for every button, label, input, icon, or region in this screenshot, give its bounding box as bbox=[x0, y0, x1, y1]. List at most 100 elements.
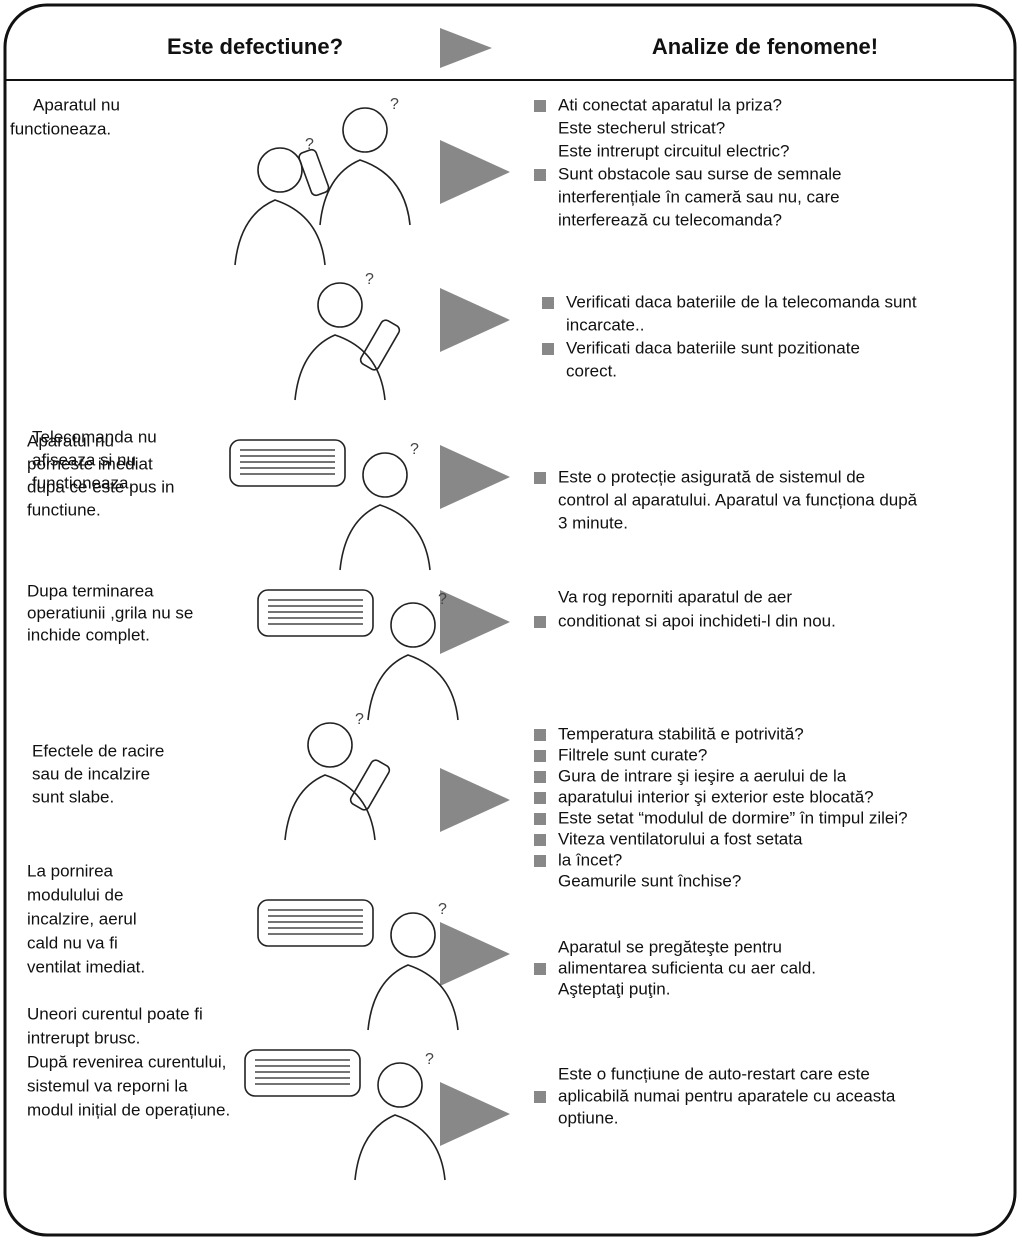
arrow bbox=[440, 445, 510, 509]
answer-text: aplicabilă numai pentru aparatele cu ace… bbox=[558, 1086, 896, 1105]
problem-text: operatiunii ,grila nu se bbox=[27, 603, 193, 622]
bullet bbox=[534, 855, 546, 867]
ac-unit bbox=[229, 439, 346, 487]
thought-sketch: ? bbox=[355, 711, 364, 728]
answer-text: alimentarea suficienta cu aer cald. bbox=[558, 958, 816, 977]
arrow bbox=[440, 768, 510, 832]
thought-sketch: ? bbox=[438, 591, 447, 608]
body-sketch bbox=[367, 964, 459, 1031]
thought-sketch: ? bbox=[390, 96, 399, 113]
answer-text: Aparatul se pregăteşte pentru bbox=[558, 937, 782, 956]
header-arrow bbox=[440, 28, 492, 68]
bullet bbox=[534, 169, 546, 181]
body-sketch bbox=[339, 504, 431, 571]
answer-text: Este o protecție asigurată de sistemul d… bbox=[558, 467, 865, 486]
bullet bbox=[534, 616, 546, 628]
bullet bbox=[534, 792, 546, 804]
bullet bbox=[534, 834, 546, 846]
ac-unit bbox=[257, 899, 374, 947]
answer-text: Temperatura stabilită e potrivită? bbox=[558, 724, 804, 743]
header-left: Este defectiune? bbox=[167, 34, 343, 59]
answer-text: 3 minute. bbox=[558, 513, 628, 532]
answer-text: Verificati daca bateriile de la telecoma… bbox=[566, 292, 917, 311]
problem-text: Uneori curentul poate fi bbox=[27, 1004, 203, 1023]
problem-text: incalzire, aerul bbox=[27, 909, 137, 928]
bullet bbox=[534, 813, 546, 825]
answer-text: Este setat “modulul de dormire” în timpu… bbox=[558, 808, 908, 827]
problem-text: dupa ce este pus in bbox=[27, 477, 174, 496]
ac-unit bbox=[244, 1049, 361, 1097]
problem-text: Dupa terminarea bbox=[27, 581, 154, 600]
answer-text: interferențiale în cameră sau nu, care bbox=[558, 187, 840, 206]
arrow bbox=[440, 288, 510, 352]
arrow bbox=[440, 590, 510, 654]
bullet bbox=[534, 729, 546, 741]
remote-sketch bbox=[349, 759, 391, 811]
bullet bbox=[534, 963, 546, 975]
answer-text: Este intrerupt circuitul electric? bbox=[558, 141, 789, 160]
thought-sketch: ? bbox=[305, 136, 314, 153]
body-sketch bbox=[284, 774, 376, 841]
arrow bbox=[440, 140, 510, 204]
body-sketch bbox=[319, 159, 411, 226]
bullet bbox=[534, 771, 546, 783]
answer-text: Ati conectat aparatul la priza? bbox=[558, 95, 782, 114]
remote-sketch bbox=[298, 148, 330, 197]
problem-text: ventilat imediat. bbox=[27, 957, 145, 976]
answer-text: Viteza ventilatorului a fost setata bbox=[558, 829, 803, 848]
problem-text: Telecomanda nu bbox=[32, 427, 157, 446]
head-sketch bbox=[377, 1062, 423, 1108]
bullet bbox=[534, 750, 546, 762]
arrow bbox=[440, 922, 510, 986]
answer-text: Filtrele sunt curate? bbox=[558, 745, 707, 764]
problem-text: functioneaza. bbox=[10, 119, 111, 138]
bullet bbox=[542, 297, 554, 309]
problem-text: porneste imediat bbox=[27, 454, 153, 473]
problem-text: afiseaza si nu bbox=[32, 450, 136, 469]
head-sketch bbox=[342, 107, 388, 153]
answer-text: Va rog reporniti aparatul de aer bbox=[558, 587, 792, 606]
ac-unit bbox=[257, 589, 374, 637]
bullet bbox=[534, 100, 546, 112]
head-sketch bbox=[307, 722, 353, 768]
answer-text: Aşteptaţi puţin. bbox=[558, 979, 670, 998]
thought-sketch: ? bbox=[438, 901, 447, 918]
body-sketch bbox=[354, 1114, 446, 1181]
problem-text: intrerupt brusc. bbox=[27, 1028, 140, 1047]
problem-text: După revenirea curentului, bbox=[27, 1052, 226, 1071]
answer-text: Verificati daca bateriile sunt pozitiona… bbox=[566, 338, 860, 357]
problem-text: sau de incalzire bbox=[32, 764, 150, 783]
problem-text: inchide complet. bbox=[27, 625, 150, 644]
problem-text: Aparatul nu bbox=[27, 431, 114, 450]
answer-text: Este stecherul stricat? bbox=[558, 118, 725, 137]
problem-text: sunt slabe. bbox=[32, 787, 114, 806]
answer-text: Geamurile sunt închise? bbox=[558, 871, 741, 890]
answer-text: aparatului interior şi exterior este blo… bbox=[558, 787, 874, 806]
bullet bbox=[542, 343, 554, 355]
head-sketch bbox=[390, 602, 436, 648]
thought-sketch: ? bbox=[410, 441, 419, 458]
body-sketch bbox=[234, 199, 326, 266]
bullet bbox=[534, 1091, 546, 1103]
problem-text: functioneaza. bbox=[32, 473, 133, 492]
arrow bbox=[440, 1082, 510, 1146]
problem-text: cald nu va fi bbox=[27, 933, 118, 952]
body-sketch bbox=[294, 334, 386, 401]
problem-text: functiune. bbox=[27, 500, 101, 519]
head-sketch bbox=[362, 452, 408, 498]
answer-text: control al aparatului. Aparatul va funcț… bbox=[558, 490, 918, 509]
answer-text: Sunt obstacole sau surse de semnale bbox=[558, 164, 842, 183]
problem-text: Aparatul nu bbox=[33, 95, 120, 114]
problem-text: sistemul va reporni la bbox=[27, 1076, 188, 1095]
body-sketch bbox=[367, 654, 459, 721]
answer-text: Este o funcțiune de auto-restart care es… bbox=[558, 1064, 870, 1083]
problem-text: modul inițial de operațiune. bbox=[27, 1100, 230, 1119]
thought-sketch: ? bbox=[365, 271, 374, 288]
answer-text: incarcate.. bbox=[566, 315, 644, 334]
header-right: Analize de fenomene! bbox=[652, 34, 878, 59]
thought-sketch: ? bbox=[425, 1051, 434, 1068]
problem-text: modulului de bbox=[27, 885, 123, 904]
bullet bbox=[534, 472, 546, 484]
remote-sketch bbox=[359, 319, 401, 371]
